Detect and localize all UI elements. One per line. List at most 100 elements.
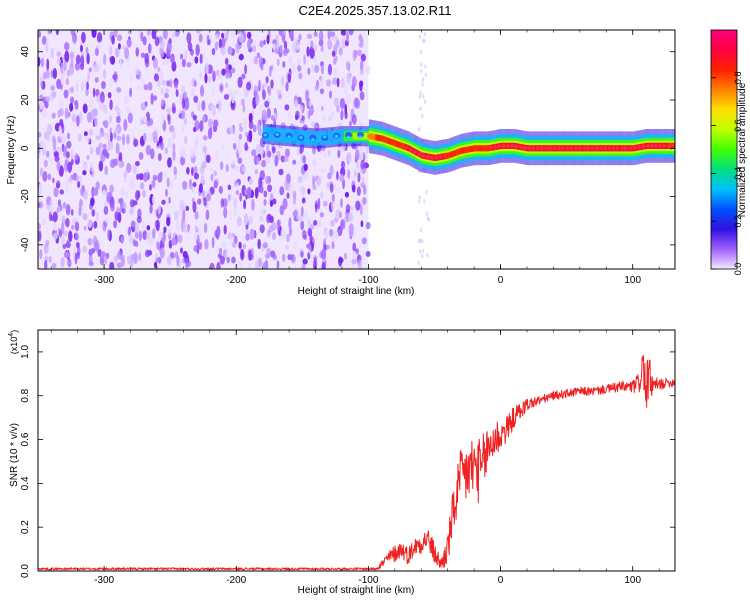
noise-speckle [355,248,359,255]
noise-speckle [219,161,224,171]
noise-speckle [85,46,89,55]
signal-cell [365,133,368,140]
noise-speckle [306,243,311,249]
noise-speckle [259,215,264,222]
noise-speckle [323,150,327,159]
noise-speckle [419,49,422,55]
y-tick-label: 0.8 [20,388,31,402]
noise-speckle [246,31,252,39]
noise-speckle [299,146,303,155]
noise-speckle [318,39,324,47]
noise-speckle [129,199,135,208]
noise-speckle [190,48,194,56]
noise-speckle [160,69,164,81]
noise-speckle [225,164,229,173]
noise-speckle [266,34,270,45]
noise-speckle [310,121,316,128]
noise-speckle [221,240,227,248]
noise-speckle [152,195,155,205]
noise-speckle [421,253,424,259]
noise-speckle [221,37,226,48]
noise-speckle [214,33,220,41]
noise-speckle [233,208,237,218]
noise-speckle [282,33,286,44]
noise-speckle [152,227,156,239]
noise-speckle [96,94,101,104]
signal-peak [624,146,629,150]
noise-speckle [132,164,137,175]
noise-speckle [348,223,354,234]
noise-speckle [166,216,171,227]
signal-cell [403,143,406,150]
noise-speckle [52,221,57,232]
noise-speckle [161,199,166,205]
noise-speckle [94,117,98,127]
noise-speckle [329,90,332,99]
signal-peak [501,144,506,148]
noise-speckle [321,262,326,269]
noise-speckle [66,132,71,140]
noise-speckle [282,48,288,57]
noise-speckle [116,262,122,269]
signal-cell [392,139,395,146]
noise-speckle [160,141,164,151]
noise-speckle [298,33,302,41]
noise-speckle [180,53,184,60]
noise-speckle [321,248,327,260]
noise-speckle [191,166,194,176]
noise-speckle [59,189,64,195]
noise-speckle [328,228,334,237]
noise-speckle [256,156,261,165]
noise-speckle [259,40,264,48]
colorbar-tick-label: 0.0 [733,263,743,276]
noise-speckle [153,73,160,82]
noise-speckle [102,120,106,126]
noise-speckle [338,211,343,219]
noise-speckle [210,186,215,195]
noise-speckle [174,210,179,221]
noise-speckle [344,191,350,198]
signal-cell [454,149,457,157]
noise-speckle [238,241,242,249]
noise-speckle [98,101,105,111]
noise-speckle [217,72,223,81]
noise-speckle [354,170,357,177]
noise-speckle [233,197,238,210]
noise-speckle [67,258,72,268]
noise-speckle [193,95,199,103]
noise-speckle [76,246,81,257]
noise-speckle [338,256,343,267]
noise-speckle [52,138,57,151]
noise-speckle [91,209,95,217]
noise-speckle [124,47,130,59]
noise-speckle [327,63,333,76]
noise-speckle [246,81,252,91]
noise-speckle [351,76,357,88]
signal-cell [424,152,427,160]
noise-speckle [340,35,346,42]
signal-peak [607,146,612,150]
noise-speckle [160,98,165,107]
noise-speckle [99,255,105,266]
noise-speckle [94,240,100,253]
noise-speckle [420,62,423,67]
noise-speckle [113,30,118,38]
noise-speckle [363,161,369,169]
noise-speckle [58,98,64,109]
noise-speckle [307,227,313,237]
noise-speckle [279,44,283,54]
noise-speckle [156,141,160,147]
noise-speckle [314,64,320,74]
noise-speckle [216,225,221,238]
colorbar-ticks: 0.0 0.2 0.4 0.6 0.8 [711,72,743,276]
noise-speckle [192,182,197,188]
noise-speckle [44,260,48,269]
noise-speckle [114,105,120,112]
noise-speckle [343,252,348,260]
noise-speckle [320,75,324,87]
noise-speckle [305,90,309,102]
noise-speckle [292,159,297,165]
noise-speckle [116,135,122,141]
noise-speckle [417,239,421,244]
noise-speckle [39,167,44,177]
